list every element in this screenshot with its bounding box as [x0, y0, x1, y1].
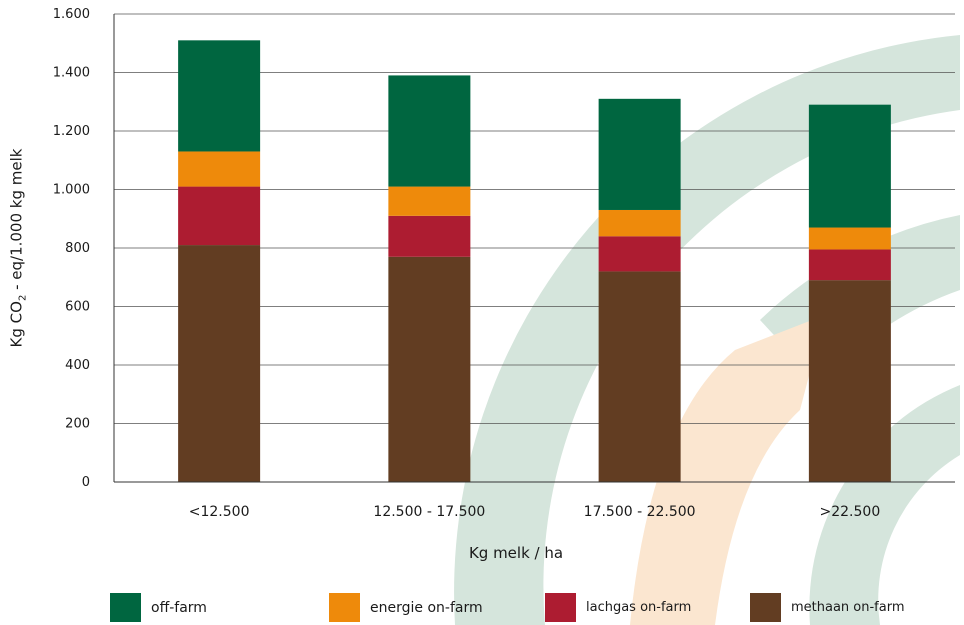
bar-segment-methaan-on-farm [808, 280, 891, 482]
x-tick-label: 12.500 - 17.500 [373, 504, 485, 520]
legend-label: methaan on-farm [791, 600, 905, 615]
legend-label: off-farm [151, 599, 207, 616]
bar-segment-off-farm [388, 75, 471, 187]
x-tick-label: 17.500 - 22.500 [584, 504, 696, 520]
legend-swatch [545, 593, 576, 622]
y-tick-label: 0 [82, 475, 90, 490]
legend-item-lachgas-on-farm: lachgas on-farm [545, 593, 691, 622]
bar-segment-energie-on-farm [388, 186, 471, 216]
legend-item-off-farm: off-farm [110, 593, 207, 622]
bar-segment-lachgas-on-farm [178, 186, 261, 246]
bar-segment-energie-on-farm [178, 151, 261, 187]
bar-segment-lachgas-on-farm [598, 236, 681, 272]
y-tick-labels: 0 200 400 600 800 1.000 1.200 1.400 1.600 [53, 7, 90, 490]
axes [113, 14, 955, 483]
x-tick-label: >22.500 [820, 504, 881, 520]
bar-segment-methaan-on-farm [178, 245, 261, 482]
y-tick-label: 1.200 [53, 124, 90, 139]
x-tick-labels: <12.500 12.500 - 17.500 17.500 - 22.500 >22… [189, 504, 880, 520]
bar-segment-methaan-on-farm [598, 271, 681, 482]
bar-segment-methaan-on-farm [388, 256, 471, 482]
legend-item-energie-on-farm: energie on-farm [329, 593, 483, 622]
legend-label: lachgas on-farm [586, 600, 692, 615]
legend-swatch [329, 593, 360, 622]
bars [178, 40, 891, 482]
bar-segment-lachgas-on-farm [808, 249, 891, 281]
bar-segment-energie-on-farm [808, 227, 891, 250]
y-tick-label: 800 [65, 241, 90, 256]
y-tick-label: 1.400 [53, 66, 90, 81]
bar-segment-off-farm [178, 40, 261, 152]
y-tick-label: 400 [65, 358, 90, 373]
bar-segment-energie-on-farm [598, 209, 681, 237]
legend-label: energie on-farm [370, 599, 483, 616]
y-tick-label: 600 [65, 300, 90, 315]
x-axis-title: Kg melk / ha [469, 544, 563, 562]
legend-swatch [110, 593, 141, 622]
bar-segment-lachgas-on-farm [388, 215, 471, 257]
y-tick-label: 1.000 [53, 183, 90, 198]
bar-segment-off-farm [598, 98, 681, 210]
x-tick-label: <12.500 [189, 504, 250, 520]
legend-swatch [750, 593, 781, 622]
y-tick-label: 200 [65, 417, 90, 432]
y-axis-title: Kg CO2 - eq/1.000 kg melk [7, 148, 29, 348]
legend: off-farm energie on-farm lachgas on-farm… [110, 593, 950, 625]
y-tick-label: 1.600 [53, 7, 90, 22]
bar-segment-off-farm [808, 104, 891, 228]
legend-item-methaan-on-farm: methaan on-farm [750, 593, 905, 622]
